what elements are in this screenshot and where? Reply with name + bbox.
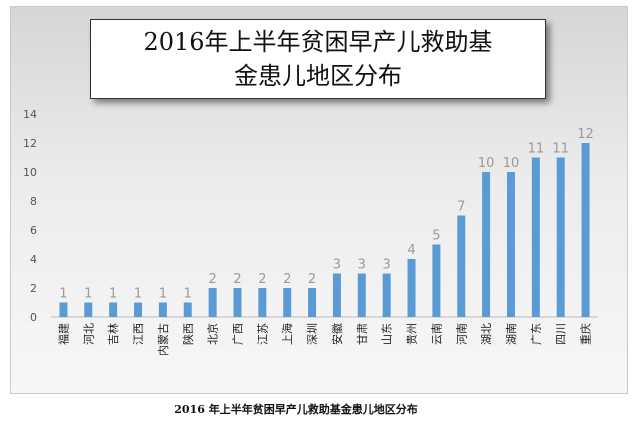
y-tick-label: 14 xyxy=(23,108,37,121)
category-label: 贵州 xyxy=(406,323,419,345)
data-label: 10 xyxy=(503,156,520,171)
data-label: 2 xyxy=(208,272,216,287)
data-label: 2 xyxy=(308,272,316,287)
data-label: 3 xyxy=(383,258,391,273)
bar xyxy=(432,244,441,317)
data-label: 10 xyxy=(478,156,495,171)
bars-layer xyxy=(59,143,590,317)
data-label: 1 xyxy=(59,287,67,302)
y-tick-label: 2 xyxy=(30,282,37,295)
bar xyxy=(506,172,515,317)
bar xyxy=(581,143,590,317)
y-tick-label: 0 xyxy=(30,311,37,324)
bar xyxy=(531,157,540,317)
category-label: 江西 xyxy=(132,323,145,345)
bar xyxy=(233,288,242,317)
data-label: 1 xyxy=(84,287,92,302)
data-label: 1 xyxy=(134,287,142,302)
category-label: 上海 xyxy=(280,323,294,345)
data-label: 11 xyxy=(552,142,569,157)
bar xyxy=(283,288,292,317)
y-tick-label: 4 xyxy=(30,253,37,266)
bar xyxy=(482,172,491,317)
bar xyxy=(208,288,217,317)
data-label: 3 xyxy=(333,258,341,273)
data-label: 2 xyxy=(283,272,291,287)
category-label: 河南 xyxy=(455,323,468,345)
bar xyxy=(84,302,93,317)
category-label: 广西 xyxy=(231,323,244,345)
category-label: 福建 xyxy=(56,323,70,345)
bar xyxy=(59,302,68,317)
category-label: 山东 xyxy=(381,323,394,345)
bar xyxy=(308,288,317,317)
category-labels-layer: 福建 河北 吉林 江西 内蒙古 陕西 北京 广西 江苏 上海 深圳 安徽 甘肃 山东 贵州 云南 河南 湖北 湖南广… xyxy=(56,323,592,356)
bar xyxy=(134,302,143,317)
category-label: 湖南 xyxy=(505,323,518,345)
figure-caption: 2016 年上半年贫困早产儿救助基金患儿地区分布 xyxy=(174,403,418,416)
bar xyxy=(407,259,416,317)
category-label: 深圳 xyxy=(306,323,319,345)
category-label: 陕西 xyxy=(181,323,195,345)
category-label: 甘肃 xyxy=(356,323,369,345)
data-label: 11 xyxy=(528,142,545,157)
category-label: 内蒙古 xyxy=(156,323,170,356)
category-label: 广东 xyxy=(530,323,543,345)
data-label: 3 xyxy=(358,258,366,273)
category-label: 北京 xyxy=(206,323,220,345)
category-label: 河北 xyxy=(82,323,95,345)
data-label: 1 xyxy=(109,287,117,302)
category-label: 四川 xyxy=(555,323,568,345)
data-label: 1 xyxy=(184,287,192,302)
category-label: 安徽 xyxy=(330,323,344,345)
y-tick-label: 6 xyxy=(30,224,37,237)
bar xyxy=(357,273,366,317)
chart-title: 2016年上半年贫困早产儿救助基金患儿地区分布 xyxy=(90,19,546,99)
y-tick-label: 10 xyxy=(23,166,37,179)
bar xyxy=(382,273,391,317)
bar xyxy=(183,302,192,317)
data-label: 7 xyxy=(457,200,465,215)
data-label: 12 xyxy=(577,127,594,142)
category-label: 吉林 xyxy=(106,323,120,345)
data-label: 4 xyxy=(407,243,415,258)
bar xyxy=(158,302,167,317)
data-label: 2 xyxy=(233,272,241,287)
y-tick-label: 8 xyxy=(30,195,37,208)
bar xyxy=(332,273,341,317)
y-tick-label: 12 xyxy=(23,137,37,150)
category-label: 云南 xyxy=(430,323,443,345)
data-label: 2 xyxy=(258,272,266,287)
bar xyxy=(457,215,466,317)
data-label: 1 xyxy=(159,287,167,302)
bar xyxy=(109,302,118,317)
data-label: 5 xyxy=(432,229,440,244)
bar xyxy=(258,288,267,317)
category-label: 江苏 xyxy=(256,323,269,345)
category-label: 湖北 xyxy=(480,323,493,345)
bar xyxy=(556,157,565,317)
category-label: 重庆 xyxy=(579,323,593,345)
